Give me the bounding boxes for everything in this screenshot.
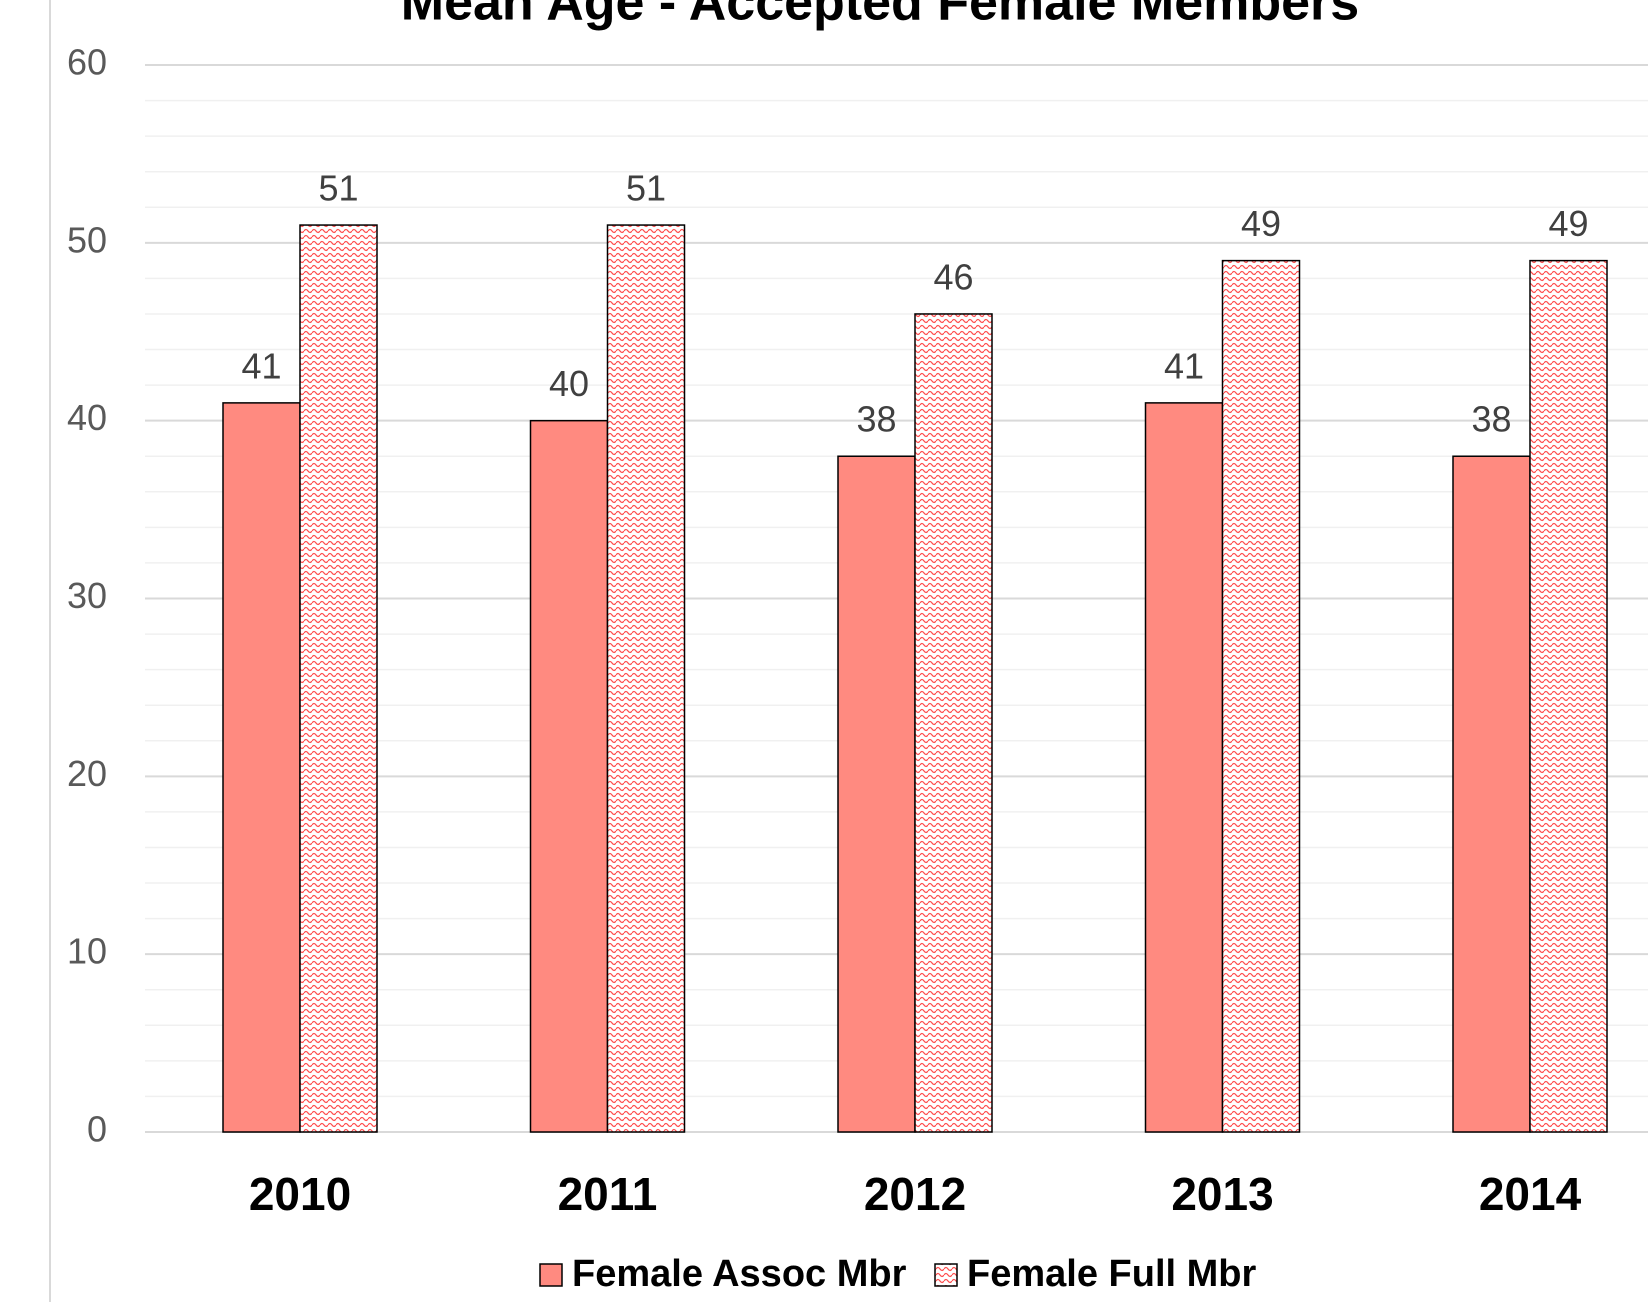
value-label: 46 (933, 256, 973, 297)
value-label: 49 (1548, 203, 1588, 244)
x-tick-label: 2012 (864, 1168, 966, 1220)
y-tick-label: 60 (67, 42, 107, 83)
bar (1529, 259, 1608, 1133)
value-label: 51 (626, 168, 666, 209)
bar (222, 402, 301, 1133)
x-tick-label: 2010 (249, 1168, 351, 1220)
bar (1221, 259, 1301, 1133)
value-label: 40 (549, 363, 589, 404)
bar (837, 455, 916, 1133)
y-tick-label: 20 (67, 753, 107, 794)
x-tick-label: 2011 (558, 1168, 658, 1220)
bar (1144, 402, 1224, 1133)
legend-swatch (934, 1263, 958, 1287)
bar (299, 224, 378, 1133)
value-label: 41 (241, 345, 281, 386)
bar (1452, 455, 1531, 1133)
legend-swatch (539, 1263, 563, 1287)
x-tick-label: 2014 (1479, 1168, 1582, 1220)
value-label: 51 (318, 168, 358, 209)
chart-title: Mean Age - Accepted Female Members (401, 0, 1359, 32)
x-tick-label: 2013 (1171, 1168, 1273, 1220)
bar (914, 313, 993, 1133)
value-label: 38 (1471, 399, 1511, 440)
y-tick-label: 40 (67, 397, 107, 438)
y-tick-label: 10 (67, 931, 107, 972)
y-tick-label: 0 (87, 1109, 107, 1150)
legend-label: Female Assoc Mbr (572, 1253, 907, 1295)
y-tick-label: 50 (67, 219, 107, 260)
value-label: 38 (856, 399, 896, 440)
y-tick-label: 30 (67, 575, 107, 616)
value-label: 41 (1164, 345, 1204, 386)
value-label: 49 (1241, 203, 1281, 244)
legend-label: Female Full Mbr (967, 1253, 1256, 1295)
bar (529, 419, 609, 1133)
bar (606, 224, 686, 1133)
